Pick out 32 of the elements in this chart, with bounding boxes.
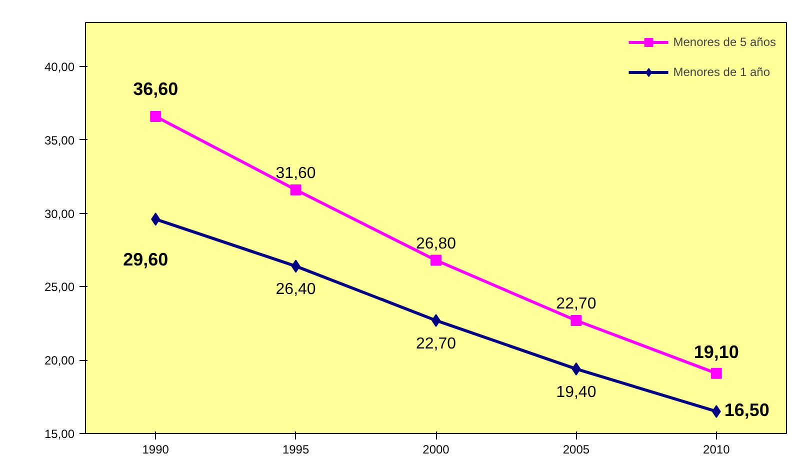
y-tick-label: 20,00 <box>44 354 75 368</box>
x-tick-label: 2000 <box>422 442 450 456</box>
point <box>430 254 442 266</box>
y-tick-label: 25,00 <box>44 280 75 294</box>
data-label: 31,60 <box>276 164 316 182</box>
point <box>150 110 162 122</box>
y-tick-label: 15,00 <box>44 427 75 441</box>
legend-label: Menores de 5 años <box>673 35 776 49</box>
data-label: 16,50 <box>724 400 770 420</box>
x-tick-label: 1990 <box>142 442 170 456</box>
x-tick-label: 1995 <box>282 442 310 456</box>
x-tick-label: 2010 <box>703 442 730 456</box>
data-label: 22,70 <box>556 295 596 312</box>
point <box>291 260 300 273</box>
point <box>570 314 582 326</box>
y-tick-label: 35,00 <box>44 133 75 148</box>
point <box>710 368 722 379</box>
data-label: 19,40 <box>556 384 596 401</box>
x-tick-label: 2005 <box>562 442 590 456</box>
point <box>572 362 581 376</box>
point <box>290 184 302 196</box>
legend-label: Menores de 1 año <box>673 65 770 79</box>
data-label: 19,10 <box>694 342 739 362</box>
point <box>712 404 721 418</box>
data-label: 26,80 <box>416 235 456 252</box>
data-label: 22,70 <box>416 335 456 352</box>
data-label: 36,60 <box>133 78 178 99</box>
data-label: 29,60 <box>123 250 168 270</box>
data-label: 26,40 <box>276 281 316 298</box>
point <box>151 212 160 226</box>
y-tick-label: 30,00 <box>44 206 75 221</box>
y-tick-label: 40,00 <box>44 60 75 74</box>
